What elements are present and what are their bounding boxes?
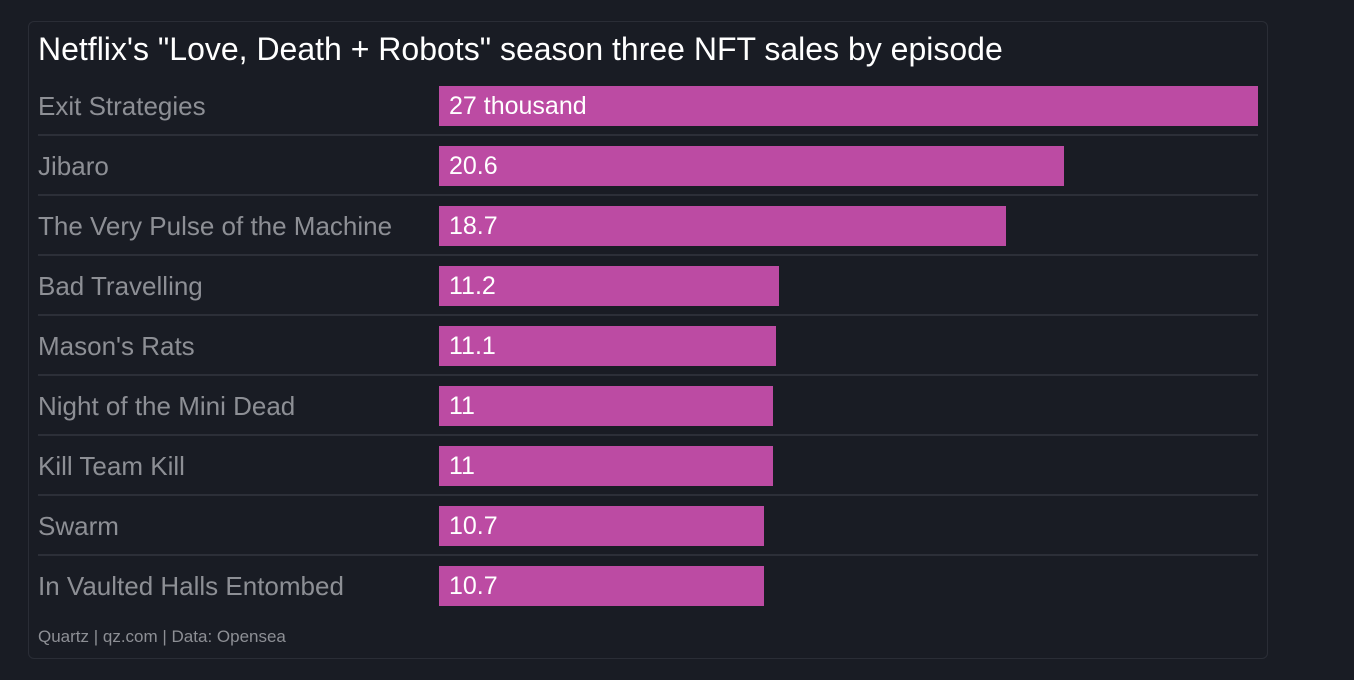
bar: [439, 206, 1006, 246]
bar: [439, 146, 1064, 186]
row-divider: [38, 314, 1258, 316]
category-label: Jibaro: [38, 151, 109, 181]
bar-value-label: 20.6: [449, 152, 498, 180]
bar: [439, 566, 764, 606]
bar-value-label: 11.2: [449, 272, 496, 300]
row-divider: [38, 254, 1258, 256]
row-divider: [38, 494, 1258, 496]
bar-row: The Very Pulse of the Machine 18.7: [38, 196, 1258, 256]
bar-row: Exit Strategies 27 thousand: [38, 76, 1258, 136]
bar-value-label: 10.7: [449, 572, 498, 600]
category-label: Bad Travelling: [38, 271, 203, 301]
chart-source: Quartz | qz.com | Data: Opensea: [38, 627, 286, 646]
bar-chart: Exit Strategies 27 thousand Jibaro 20.6 The …: [38, 76, 1258, 616]
bar-value-label: 10.7: [449, 512, 498, 540]
row-divider: [38, 134, 1258, 136]
category-label: Exit Strategies: [38, 91, 206, 121]
row-divider: [38, 194, 1258, 196]
row-divider: [38, 434, 1258, 436]
bar: [439, 326, 776, 366]
bar-value-label: 18.7: [449, 212, 498, 240]
bar-value-label: 27 thousand: [449, 92, 587, 120]
bar-value-label: 11: [449, 452, 475, 480]
bar: [439, 506, 764, 546]
bar-row: Night of the Mini Dead 11: [38, 376, 1258, 436]
category-label: In Vaulted Halls Entombed: [38, 571, 344, 601]
row-divider: [38, 554, 1258, 556]
row-divider: [38, 374, 1258, 376]
bar: [439, 86, 1258, 126]
bar-row: Bad Travelling 11.2: [38, 256, 1258, 316]
category-label: Kill Team Kill: [38, 451, 185, 481]
bar-row: Mason's Rats 11.1: [38, 316, 1258, 376]
bar-row: In Vaulted Halls Entombed 10.7: [38, 556, 1258, 616]
chart-card: [28, 21, 1268, 659]
bar: [439, 386, 773, 426]
category-label: Mason's Rats: [38, 331, 195, 361]
category-label: Night of the Mini Dead: [38, 391, 296, 421]
bar: [439, 446, 773, 486]
bar-value-label: 11.1: [449, 332, 496, 360]
bar: [439, 266, 779, 306]
bar-row: Kill Team Kill 11: [38, 436, 1258, 496]
bar-value-label: 11: [449, 392, 475, 420]
category-label: The Very Pulse of the Machine: [38, 211, 393, 241]
chart-title: Netflix's "Love, Death + Robots" season …: [38, 31, 1003, 67]
category-label: Swarm: [38, 511, 119, 541]
bar-row: Swarm 10.7: [38, 496, 1258, 556]
bar-row: Jibaro 20.6: [38, 136, 1258, 196]
